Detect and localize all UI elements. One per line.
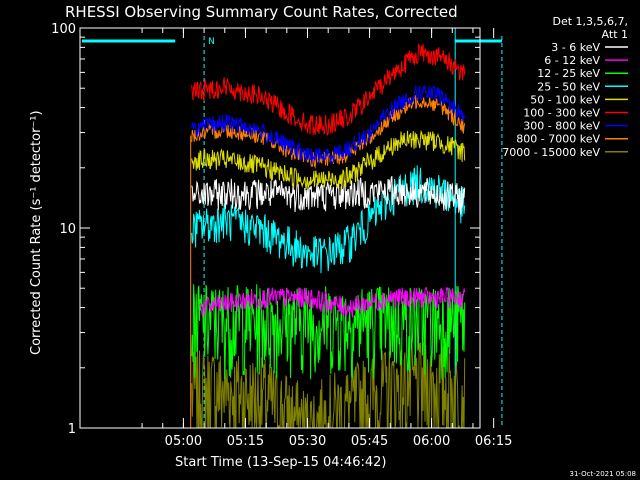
- plot-area: N: [82, 28, 503, 430]
- series-line-2: [191, 284, 466, 380]
- legend-label: 50 - 100 keV: [530, 93, 600, 106]
- legend-label: 300 - 800 keV: [523, 120, 600, 133]
- legend-label: 800 - 7000 keV: [516, 133, 600, 146]
- legend-label: 7000 - 15000 keV: [502, 146, 600, 159]
- night-marker-label: N: [208, 37, 215, 47]
- x-tick-label: 05:15: [227, 434, 264, 449]
- y-tick-label: 1: [68, 422, 76, 437]
- legend-header-line-2: Att 1: [602, 28, 628, 41]
- series-line-5: [191, 43, 466, 136]
- y-axis-ticks: 1 10 100: [51, 22, 480, 437]
- x-tick-label: 06:00: [413, 434, 450, 449]
- legend-label: 25 - 50 keV: [537, 80, 600, 93]
- y-axis-label: Corrected Count Rate (s⁻¹ detector⁻¹): [29, 110, 44, 355]
- x-tick-label: 05:00: [165, 434, 202, 449]
- series-line-1: [199, 286, 466, 318]
- x-tick-label: 06:15: [475, 434, 512, 449]
- legend-label: 12 - 25 keV: [537, 67, 600, 80]
- x-tick-label: 05:45: [351, 434, 388, 449]
- x-axis-ticks: 05:00 05:15 05:30 05:45 06:00 06:15: [141, 28, 512, 449]
- legend-label: 3 - 6 keV: [551, 41, 600, 54]
- series-line-0: [191, 175, 466, 215]
- y-tick-label: 10: [59, 222, 76, 237]
- legend-label: 100 - 300 keV: [523, 107, 600, 120]
- series-line-7: [191, 95, 466, 169]
- y-tick-label: 100: [51, 22, 76, 37]
- chart-title: RHESSI Observing Summary Count Rates, Co…: [65, 3, 458, 21]
- legend-label: 6 - 12 keV: [544, 54, 600, 67]
- footer-timestamp: 31-Oct-2021 05:08: [570, 470, 636, 478]
- x-axis-label: Start Time (13-Sep-15 04:46:42): [175, 455, 386, 470]
- x-tick-label: 05:30: [289, 434, 326, 449]
- series-line-6: [191, 84, 466, 165]
- legend-header-line-1: Det 1,3,5,6,7,: [552, 15, 628, 28]
- series-line-4: [191, 129, 466, 190]
